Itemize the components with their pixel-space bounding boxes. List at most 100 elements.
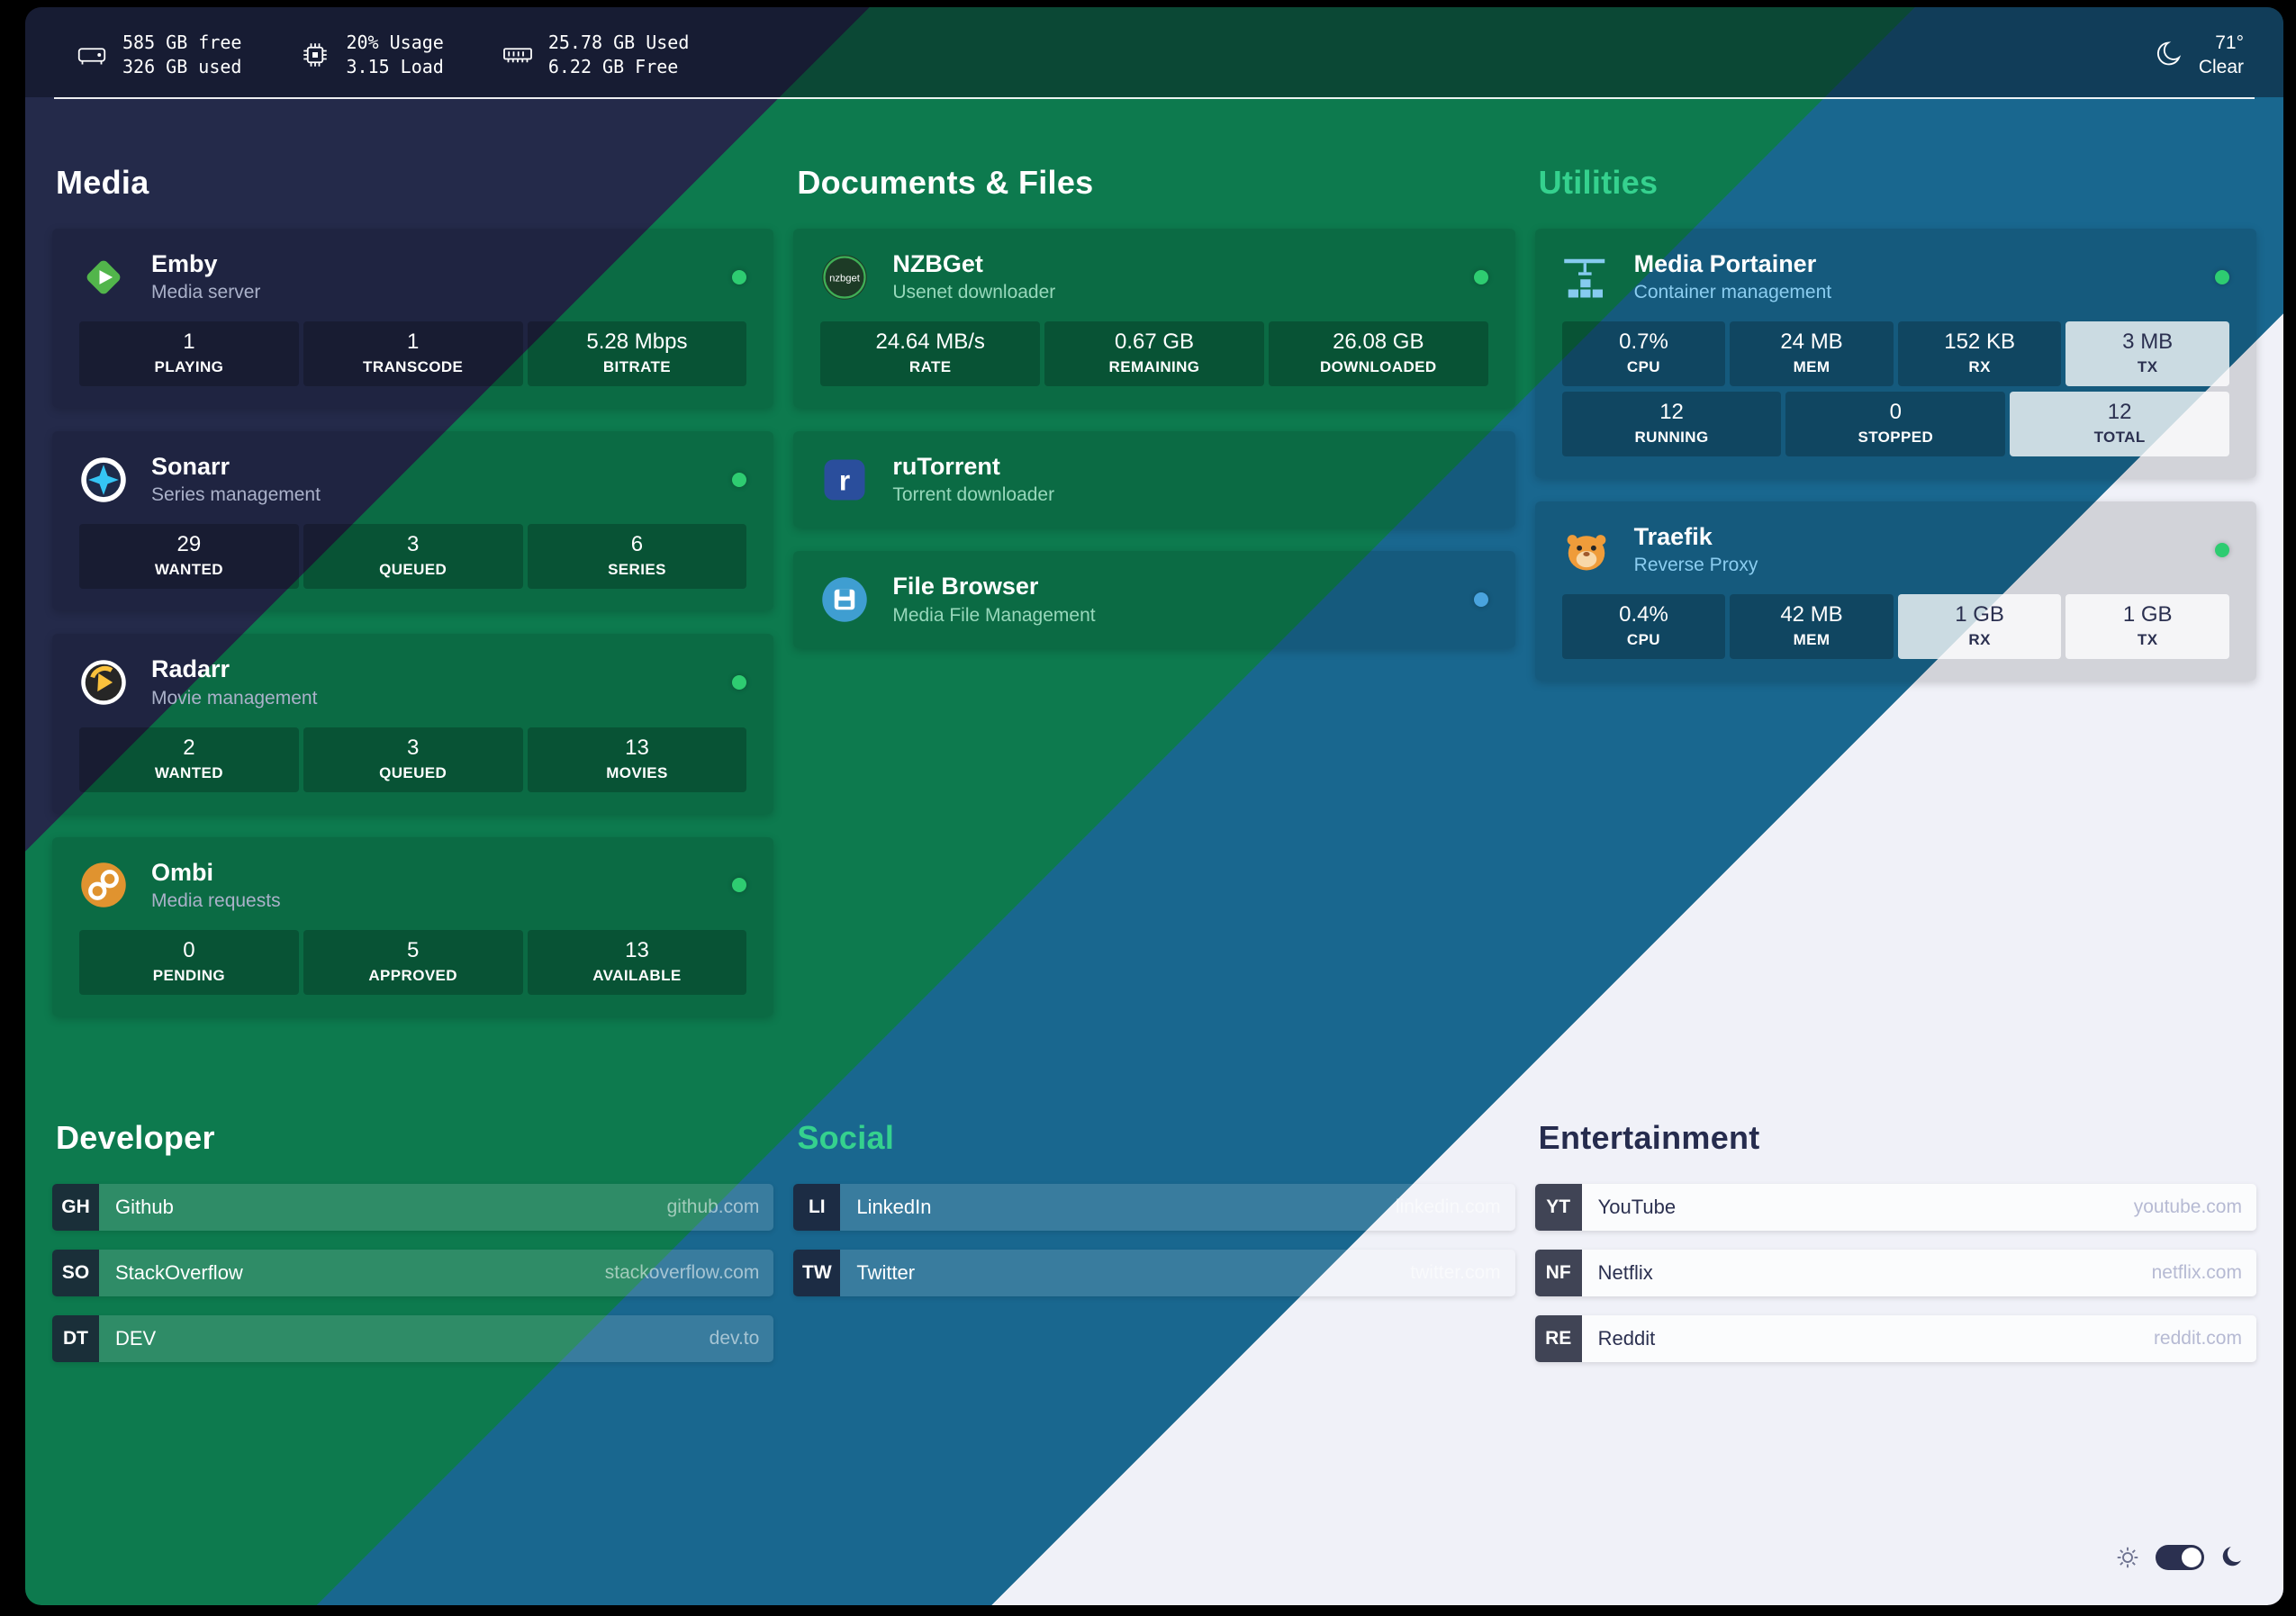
service-name: Media Portainer (1633, 250, 1817, 277)
ram-free: 6.22 GB Free (547, 56, 679, 77)
ram-stats: 25.78 GB Used 6.22 GB Free (502, 31, 690, 79)
status-dot (1473, 269, 1488, 284)
link-reddit[interactable]: RE Reddit reddit.com (1534, 1314, 2256, 1362)
section-developer: Developer GH Github github.com SO StackO… (52, 1119, 774, 1381)
section-title-social: Social (797, 1118, 895, 1156)
stat-box: 13 MOVIES (527, 727, 747, 792)
status-dot (732, 269, 747, 284)
status-dot (732, 472, 747, 487)
link-netflix[interactable]: NF Netflix netflix.com (1534, 1249, 2256, 1296)
svg-text:r: r (839, 464, 850, 496)
link-domain: dev.to (709, 1327, 760, 1349)
link-badge: DT (52, 1314, 99, 1362)
theme-switcher (2114, 1544, 2246, 1571)
link-twitter[interactable]: TW Twitter twitter.com (793, 1249, 1515, 1296)
link-stackoverflow[interactable]: SO StackOverflow stackoverflow.com (52, 1249, 774, 1296)
stat-box: 24 MB MEM (1730, 321, 1894, 387)
link-domain: twitter.com (1410, 1261, 1501, 1283)
service-name: Traefik (1633, 523, 1713, 551)
link-dev[interactable]: DT DEV dev.to (52, 1314, 774, 1362)
weather-condition: Clear (2198, 57, 2244, 77)
section-media: Media Emby Media server 1 PLAYING 1 TRANSC… (52, 164, 774, 1040)
section-title-utilities: Utilities (1538, 164, 1659, 201)
service-name: Ombi (151, 858, 214, 886)
link-name: YouTube (1597, 1195, 1677, 1218)
stat-box: 3 QUEUED (303, 524, 523, 590)
stat-box: 5.28 Mbps BITRATE (527, 321, 747, 387)
stat-box: 24.64 MB/s RATE (820, 321, 1041, 387)
ombi-icon (79, 861, 128, 909)
service-subtitle: Torrent downloader (892, 484, 1055, 506)
service-subtitle: Container management (1633, 282, 1832, 303)
stats-row: 12 RUNNING 0 STOPPED 12 TOTAL (1561, 392, 2229, 457)
link-name: DEV (115, 1326, 157, 1350)
link-badge: LI (793, 1183, 841, 1231)
stat-box: 0 PENDING (79, 929, 299, 995)
stat-box: 13 AVAILABLE (527, 929, 747, 995)
link-domain: stackoverflow.com (604, 1261, 760, 1283)
weather-temp: 71° (2215, 32, 2244, 53)
service-card-portainer[interactable]: Media Portainer Container management 0.7… (1534, 229, 2256, 479)
link-domain: netflix.com (2151, 1261, 2242, 1283)
ram-used: 25.78 GB Used (547, 32, 690, 53)
theme-toggle[interactable] (2156, 1545, 2204, 1570)
svg-text:nzbget: nzbget (829, 273, 861, 284)
stat-box: 29 WANTED (79, 524, 299, 590)
service-subtitle: Media server (151, 282, 261, 303)
stat-box: 3 QUEUED (303, 727, 523, 792)
stats-row: 0 PENDING 5 APPROVED 13 AVAILABLE (79, 929, 747, 995)
stat-box: 0.67 GB REMAINING (1044, 321, 1264, 387)
service-card-filebrowser[interactable]: File Browser Media File Management (793, 551, 1515, 648)
toggle-knob (2182, 1548, 2201, 1567)
sun-icon (2114, 1544, 2141, 1571)
service-card-emby[interactable]: Emby Media server 1 PLAYING 1 TRANSCODE 5.… (52, 229, 774, 409)
service-name: Radarr (151, 655, 231, 683)
stats-row: 2 WANTED 3 QUEUED 13 MOVIES (79, 727, 747, 792)
service-card-radarr[interactable]: Radarr Movie management 2 WANTED 3 QUEUED … (52, 634, 774, 814)
nzbget-icon: nzbget (820, 253, 869, 302)
link-badge: TW (793, 1249, 841, 1296)
link-domain: github.com (666, 1196, 760, 1217)
stat-box: 1 TRANSCODE (303, 321, 523, 387)
service-name: File Browser (892, 573, 1039, 600)
stat-box: 2 WANTED (79, 727, 299, 792)
stat-box: 6 SERIES (527, 524, 747, 590)
service-subtitle: Media requests (151, 889, 281, 911)
header-divider (54, 97, 2255, 99)
radarr-icon (79, 658, 128, 707)
cpu-load: 3.15 Load (346, 56, 444, 77)
service-card-traefik[interactable]: Traefik Reverse Proxy 0.4% CPU 42 MB MEM 1… (1534, 501, 2256, 682)
stat-box: 3 MB TX (2065, 321, 2229, 387)
cpu-stats: 20% Usage 3.15 Load (299, 31, 444, 79)
disk-used: 326 GB used (122, 56, 242, 77)
disk-free: 585 GB free (122, 32, 242, 53)
link-domain: linkedin.com (1395, 1196, 1501, 1217)
link-name: Twitter (856, 1260, 916, 1284)
weather-widget: 71° Clear (2152, 31, 2244, 79)
section-social: Social LI LinkedIn linkedin.com TW Twitt… (793, 1118, 1515, 1315)
moon-icon (2219, 1544, 2246, 1571)
stat-box: 26.08 GB DOWNLOADED (1268, 321, 1488, 387)
status-dot (732, 878, 747, 893)
traefik-icon (1562, 526, 1611, 574)
status-dot (1473, 592, 1488, 608)
service-card-rutorrent[interactable]: r ruTorrent Torrent downloader (793, 431, 1515, 528)
service-card-sonarr[interactable]: Sonarr Series management 29 WANTED 3 QUEUE… (52, 431, 774, 611)
link-youtube[interactable]: YT YouTube youtube.com (1534, 1183, 2256, 1231)
link-github[interactable]: GH Github github.com (52, 1183, 774, 1231)
link-name: StackOverflow (115, 1260, 243, 1284)
stat-box: 0.4% CPU (1561, 594, 1726, 660)
link-badge: NF (1534, 1249, 1582, 1296)
service-card-ombi[interactable]: Ombi Media requests 0 PENDING 5 APPROVED 1… (52, 836, 774, 1016)
service-card-nzbget[interactable]: nzbget NZBGet Usenet downloader 24.64 MB… (793, 229, 1515, 409)
stat-box: 152 KB RX (1897, 321, 2062, 387)
header-bar: 585 GB free 326 GB used 20% Usage 3.15 Loa… (25, 7, 2283, 97)
service-name: NZBGet (892, 250, 983, 277)
link-name: Netflix (1597, 1260, 1653, 1284)
service-subtitle: Movie management (151, 687, 318, 709)
system-stats: 585 GB free 326 GB used 20% Usage 3.15 Loa… (76, 31, 689, 79)
link-linkedin[interactable]: LI LinkedIn linkedin.com (793, 1183, 1515, 1231)
status-dot (2214, 542, 2229, 557)
link-name: Reddit (1597, 1326, 1656, 1350)
service-subtitle: Series management (151, 484, 321, 506)
